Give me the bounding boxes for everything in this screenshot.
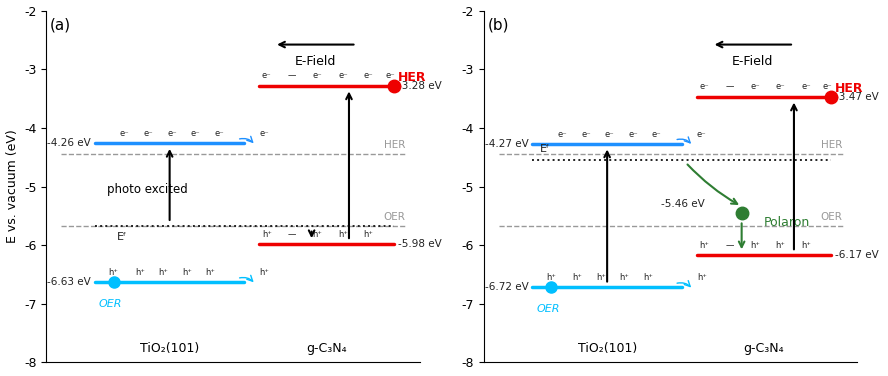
Text: h⁺: h⁺ <box>205 268 215 277</box>
Text: -6.63 eV: -6.63 eV <box>47 277 91 287</box>
Text: -4.27 eV: -4.27 eV <box>485 139 528 149</box>
Text: e⁻: e⁻ <box>191 129 200 138</box>
Text: h⁺: h⁺ <box>643 273 653 282</box>
Text: (a): (a) <box>50 18 71 33</box>
Text: e⁻: e⁻ <box>214 129 224 138</box>
Text: h⁺: h⁺ <box>158 268 168 277</box>
Text: HER: HER <box>384 140 405 150</box>
Text: photo excited: photo excited <box>107 183 187 196</box>
Text: -5.98 eV: -5.98 eV <box>398 239 441 249</box>
Text: Eᶠ: Eᶠ <box>117 232 128 242</box>
Text: OER: OER <box>536 304 559 314</box>
Text: (b): (b) <box>488 18 509 33</box>
Text: —: — <box>288 71 297 80</box>
Text: -6.17 eV: -6.17 eV <box>835 250 879 260</box>
Text: —: — <box>288 230 297 239</box>
Text: -4.26 eV: -4.26 eV <box>47 138 91 148</box>
Text: h⁺: h⁺ <box>182 268 192 277</box>
Text: HER: HER <box>821 140 843 150</box>
Text: g-C₃N₄: g-C₃N₄ <box>306 343 347 355</box>
Text: HER: HER <box>835 82 863 95</box>
Text: e⁻: e⁻ <box>628 130 638 139</box>
Text: e⁻: e⁻ <box>700 82 710 91</box>
Y-axis label: E vs. vacuum (eV): E vs. vacuum (eV) <box>5 130 19 243</box>
Text: e⁻: e⁻ <box>750 82 760 91</box>
Text: e⁻: e⁻ <box>558 130 567 139</box>
Text: e⁻: e⁻ <box>313 71 322 80</box>
Text: Eᶠ: Eᶠ <box>540 144 551 154</box>
Text: -6.72 eV: -6.72 eV <box>485 282 528 293</box>
Text: -3.47 eV: -3.47 eV <box>835 92 879 102</box>
Text: e⁻: e⁻ <box>605 130 614 139</box>
Text: h⁺: h⁺ <box>775 241 785 250</box>
Text: h⁺: h⁺ <box>108 268 118 277</box>
Text: h⁺: h⁺ <box>700 241 710 250</box>
Text: e⁻: e⁻ <box>262 71 272 80</box>
Text: OER: OER <box>821 212 843 222</box>
Text: h⁺: h⁺ <box>338 230 348 239</box>
Text: h⁺: h⁺ <box>363 230 373 239</box>
Text: E-Field: E-Field <box>733 55 773 68</box>
Text: e⁻: e⁻ <box>581 130 591 139</box>
Text: g-C₃N₄: g-C₃N₄ <box>744 343 784 355</box>
Text: e⁻: e⁻ <box>776 82 785 91</box>
Text: h⁺: h⁺ <box>620 273 630 282</box>
Text: h⁺: h⁺ <box>546 273 556 282</box>
Text: e⁻: e⁻ <box>120 129 130 138</box>
Text: h⁺: h⁺ <box>262 230 272 239</box>
Text: h⁺: h⁺ <box>313 230 322 239</box>
Text: h⁺: h⁺ <box>596 273 606 282</box>
Text: h⁺: h⁺ <box>135 268 145 277</box>
Text: —: — <box>725 82 733 91</box>
Text: e⁻: e⁻ <box>259 129 269 138</box>
Text: -5.46 eV: -5.46 eV <box>661 199 704 209</box>
Text: Polaron: Polaron <box>764 217 811 229</box>
Text: e⁻: e⁻ <box>801 82 811 91</box>
Text: E-Field: E-Field <box>295 55 336 68</box>
Text: e⁻: e⁻ <box>338 71 348 80</box>
Text: -3.28 eV: -3.28 eV <box>398 80 441 91</box>
Text: e⁻: e⁻ <box>363 71 373 80</box>
Text: h⁺: h⁺ <box>259 268 269 277</box>
Text: h⁺: h⁺ <box>572 273 583 282</box>
Text: e⁻: e⁻ <box>385 71 395 80</box>
Text: TiO₂(101): TiO₂(101) <box>140 343 199 355</box>
Text: e⁻: e⁻ <box>697 130 707 139</box>
Text: TiO₂(101): TiO₂(101) <box>577 343 637 355</box>
Text: h⁺: h⁺ <box>697 273 707 282</box>
Text: HER: HER <box>398 71 426 84</box>
Text: h⁺: h⁺ <box>801 241 811 250</box>
Text: OER: OER <box>99 299 123 309</box>
Text: e⁻: e⁻ <box>144 129 153 138</box>
Text: e⁻: e⁻ <box>652 130 662 139</box>
Text: OER: OER <box>383 212 405 222</box>
Text: e⁻: e⁻ <box>823 82 832 91</box>
Text: e⁻: e⁻ <box>167 129 177 138</box>
Text: —: — <box>725 241 733 250</box>
Text: h⁺: h⁺ <box>750 241 760 250</box>
